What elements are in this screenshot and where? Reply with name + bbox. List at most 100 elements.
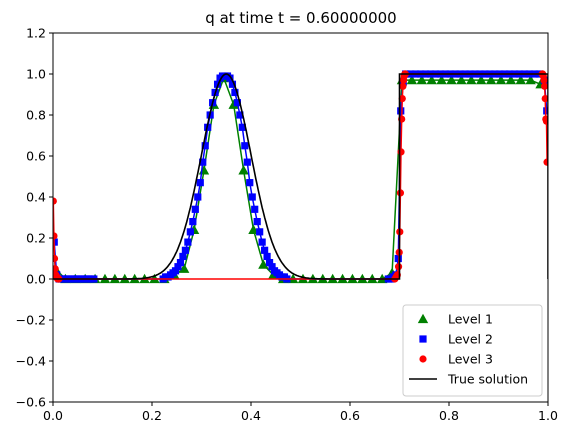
x-tick-label: 0.4	[241, 408, 261, 423]
y-tick-label: −0.4	[16, 354, 46, 369]
legend-label: Level 2	[448, 332, 493, 347]
level-1-point	[475, 74, 487, 85]
legend-label: Level 1	[448, 312, 493, 327]
level-2-point	[265, 259, 274, 267]
level-2-point	[189, 218, 197, 226]
y-tick-label: −0.6	[16, 395, 46, 410]
series-level-2	[53, 70, 548, 283]
level-2-point	[171, 267, 180, 275]
y-tick-label: 0.4	[26, 190, 46, 205]
level-2-point	[256, 228, 264, 236]
level-1-point	[258, 259, 269, 269]
level-3-point	[396, 189, 405, 197]
level-1-point	[198, 165, 210, 175]
x-tick-label: 0.8	[439, 408, 459, 423]
level-1-point	[495, 74, 507, 85]
level-2-point	[181, 246, 190, 254]
level-1-point	[178, 263, 190, 273]
level-2-point	[226, 74, 234, 82]
level-2-point	[261, 246, 269, 254]
level-1-point	[426, 74, 437, 85]
level-1-point	[238, 165, 249, 175]
x-tick-label: 0.2	[142, 408, 162, 423]
level-2-point	[241, 142, 249, 150]
level-2-point	[194, 193, 202, 201]
level-2-point	[397, 107, 405, 115]
legend-swatch	[417, 313, 429, 324]
level-3-point	[53, 265, 59, 273]
level-3-point	[544, 158, 548, 166]
true-solution-line	[53, 73, 548, 280]
level-3-point	[540, 82, 548, 90]
level-2-point	[53, 238, 58, 246]
level-2-point	[248, 193, 256, 201]
level-2-point	[174, 263, 182, 271]
series-level-3	[53, 70, 548, 283]
y-tick-label: 1.2	[26, 26, 46, 41]
level-2-point	[228, 80, 237, 88]
y-tick-label: 0.8	[26, 108, 46, 123]
level-1-point	[456, 74, 467, 85]
y-tick-label: 1.0	[26, 67, 46, 82]
legend-label: Level 3	[448, 352, 493, 367]
level-1-point	[466, 74, 477, 85]
legend-label: True solution	[447, 372, 528, 387]
level-1-point	[228, 99, 239, 109]
level-3-point	[541, 95, 548, 103]
level-3-point	[53, 197, 57, 205]
level-2-point	[258, 238, 266, 246]
level-1-point	[505, 74, 517, 85]
level-3-point	[394, 263, 403, 271]
y-tick-label: 0.0	[26, 272, 46, 287]
level-2-point	[253, 218, 261, 226]
y-tick-label: 0.2	[26, 231, 46, 246]
legend-box	[402, 304, 543, 397]
level-2-point	[179, 252, 187, 261]
level-2-point	[543, 107, 548, 115]
level-3-point	[399, 82, 407, 90]
chart-title: q at time t = 0.60000000	[205, 9, 396, 27]
level-2-point	[268, 263, 276, 271]
level-3-point	[540, 76, 548, 84]
level-2-point	[263, 252, 271, 261]
level-2-point	[191, 205, 199, 213]
level-3-point	[542, 117, 548, 125]
x-tick-label: 0.0	[43, 408, 63, 423]
level-2-point	[246, 179, 254, 187]
level-3-point	[398, 95, 406, 103]
level-2-point	[243, 158, 251, 166]
level-2-point	[201, 142, 209, 150]
y-tick-label: 0.6	[26, 149, 46, 164]
series-level-1	[53, 72, 546, 284]
level-3-point	[53, 254, 59, 263]
level-1-point	[406, 74, 418, 85]
level-1-line	[54, 75, 541, 280]
level-3-line	[53, 73, 548, 280]
x-tick-label: 1.0	[538, 408, 558, 423]
level-2-point	[251, 205, 259, 213]
level-1-point	[436, 74, 447, 85]
level-2-point	[231, 88, 239, 97]
x-tick-label: 0.6	[340, 408, 360, 423]
level-3-point	[53, 232, 58, 240]
legend-swatch	[419, 335, 427, 343]
level-2-point	[233, 99, 241, 107]
level-3-point	[397, 148, 405, 156]
level-1-point	[446, 74, 457, 85]
plot-area	[53, 70, 548, 284]
level-2-point	[199, 158, 207, 166]
level-2-point	[184, 238, 192, 246]
legend-swatch	[419, 355, 427, 363]
level-2-line	[53, 73, 548, 280]
axis-ticks: 0.0 0.2 0.4 0.6 0.8 1.0 −0.6 −0.4 −0.2 0.0 0.2 0.4 0…	[16, 26, 558, 424]
legend: Level 1 Level 2 Level 3 True solution	[402, 304, 543, 397]
axes-frame	[52, 32, 549, 403]
level-2-point	[238, 123, 246, 131]
level-2-point	[186, 228, 194, 236]
level-1-point	[416, 74, 427, 85]
level-2-point	[236, 111, 244, 119]
y-tick-label: −0.2	[16, 313, 46, 328]
level-1-point	[515, 74, 526, 85]
level-2-point	[176, 259, 185, 267]
